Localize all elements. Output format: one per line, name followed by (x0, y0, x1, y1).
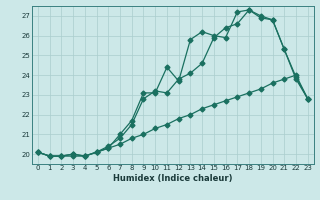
X-axis label: Humidex (Indice chaleur): Humidex (Indice chaleur) (113, 174, 233, 183)
